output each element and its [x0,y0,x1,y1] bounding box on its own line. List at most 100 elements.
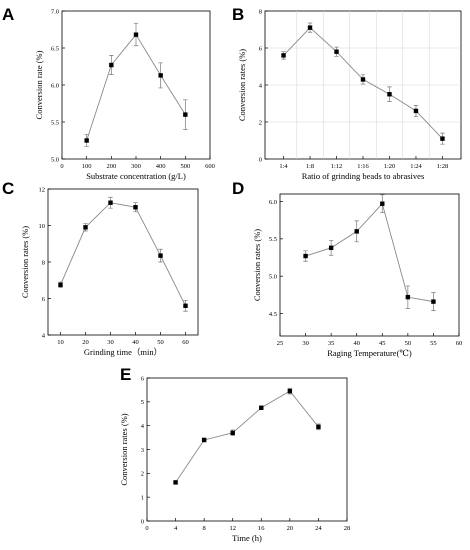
y-tick-label: 3 [141,447,144,454]
panel-letter-d: D [232,179,244,198]
x-tick-label: 40 [132,339,139,346]
y-tick-label: 5.0 [51,156,59,163]
y-axis-title-c: Conversion rates (%) [20,226,30,298]
x-tick-label: 4 [174,525,178,532]
panel-c: C 4 6 8 10 12 10 20 30 40 50 60 Grinding time（min）… [2,179,199,357]
plot-frame-d [279,193,460,337]
y-tick-label: 5.0 [269,274,277,281]
x-axis-title-e: Time (h) [232,533,262,543]
data-point [183,112,188,117]
y-axis-title-d: Conversion rates (%) [252,229,262,301]
data-point [431,299,436,304]
data-point [354,229,359,234]
data-point [259,405,264,410]
x-tick-label: 500 [180,163,190,170]
panel-letter-e: E [120,365,131,384]
data-point [83,225,88,230]
x-tick-label: 1:8 [306,163,314,170]
x-tick-label: 40 [353,340,360,347]
x-axis-title-c: Grinding time（min） [84,347,162,357]
y-tick-label: 6.5 [51,45,59,52]
x-tick-label: 1:4 [279,163,288,170]
data-point [440,136,445,141]
x-axis-title-d: Raging Temperature(℃) [327,348,412,358]
data-point [307,25,313,30]
y-tick-label: 5.5 [269,236,277,243]
y-tick-label: 8 [42,259,45,266]
data-point [328,245,334,251]
y-tick-label: 2 [141,471,144,478]
x-tick-label: 400 [156,163,166,170]
y-tick-label: 4.5 [269,311,277,318]
y-tick-label: 7.0 [51,8,59,15]
data-point [84,138,89,143]
x-tick-label: 25 [277,340,284,347]
panel-letter-a: A [2,5,14,24]
x-tick-label: 600 [205,163,215,170]
series-line-d [305,202,434,303]
x-tick-label: 10 [57,339,64,346]
x-tick-label: 100 [82,163,92,170]
x-tick-label: 12 [229,525,236,532]
y-tick-label: 6 [42,296,46,303]
y-axis-title-a: Conversion rate (%) [34,50,44,119]
y-tick-label: 8 [259,8,262,15]
data-point [287,388,293,394]
y-tick-label: 2 [259,119,262,126]
y-tick-label: 6 [259,45,263,52]
x-tick-label: 45 [379,340,386,347]
data-point [108,200,113,205]
data-point [158,73,163,78]
y-tick-label: 1 [141,494,144,501]
panel-d: D 4.5 5.0 5.5 6.0 25 30 35 40 45 50 55 60 Raging Te… [232,179,462,358]
y-tick-label: 6 [141,375,145,382]
x-axis-title-a: Substrate concentration (g/L) [86,171,186,181]
plot-frame-e [146,377,348,522]
y-tick-label: 6.0 [51,82,59,89]
x-tick-label: 50 [157,339,164,346]
x-tick-label: 300 [131,163,141,170]
y-tick-label: 10 [39,223,46,230]
x-tick-label: 1:20 [384,163,396,170]
x-tick-label: 55 [430,340,437,347]
data-point [303,253,308,259]
series-line-a [86,33,186,141]
y-axis-title-b: Conversion rates (%) [237,49,247,121]
x-tick-label: 50 [405,340,412,347]
data-point [58,282,63,288]
data-point [183,303,188,308]
data-point [405,294,411,300]
x-tick-label: 200 [106,163,116,170]
y-tick-label: 4 [42,332,46,339]
x-tick-label: 35 [328,340,335,347]
data-point [230,430,235,436]
x-tick-label: 0 [145,525,148,532]
y-tick-label: 0 [259,156,262,163]
y-tick-label: 5.5 [51,119,59,126]
panel-a: A 5.0 5.5 6.0 6.5 7.0 0 100 200 300 400 500 600 Sub… [2,5,215,181]
x-tick-label: 30 [302,340,309,347]
y-tick-label: 0 [141,518,144,525]
x-tick-label: 20 [287,525,294,532]
x-tick-label: 8 [203,525,206,532]
data-point [281,53,286,58]
x-tick-label: 30 [107,339,114,346]
x-axis-title-b: Ratio of grinding beads to abrasives [302,171,425,181]
panel-letter-c: C [2,179,14,198]
series-line-e [175,390,319,483]
y-tick-label: 5 [141,399,144,406]
data-point [360,77,366,82]
x-tick-label: 0 [60,163,63,170]
series-line-c [60,202,186,307]
y-tick-label: 6.0 [269,199,277,206]
panel-letter-b: B [232,5,244,24]
x-tick-label: 1:28 [437,163,449,170]
data-point [334,49,339,54]
panel-b: B 0 2 4 6 8 1:4 1:8 1:12 1:16 1:20 1:24 1:28 Ratio … [232,5,462,181]
data-point [133,205,138,210]
y-tick-label: 4 [259,82,263,89]
x-tick-label: 24 [315,525,322,532]
data-point [109,62,114,68]
